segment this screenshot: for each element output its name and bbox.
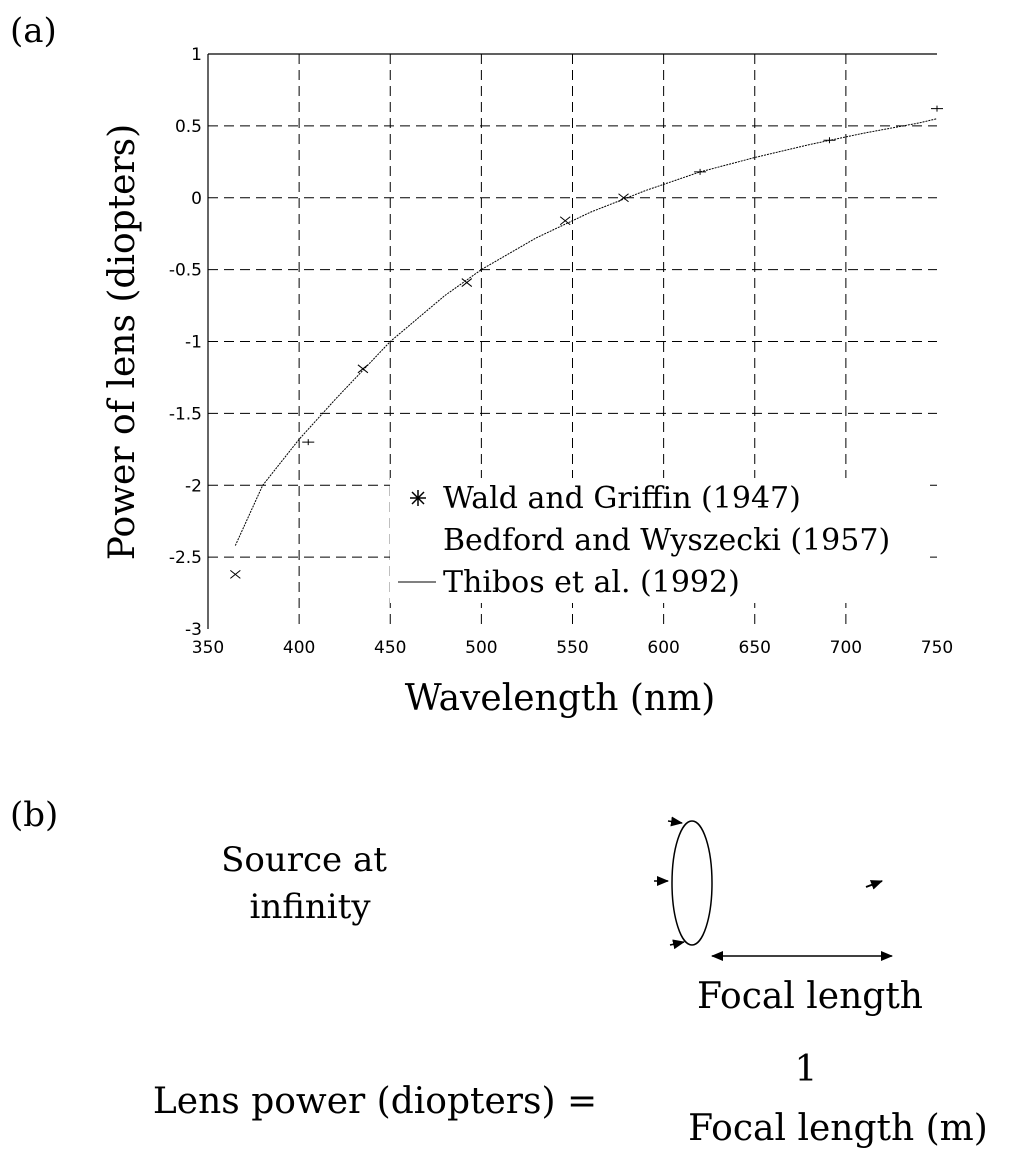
focal-length-diagram: Source at infinity Focal length Lens pow… [153, 816, 988, 1149]
x-tick-label: 400 [283, 638, 315, 658]
legend-star-marker [410, 490, 426, 506]
y-tick-label: -3 [185, 620, 202, 640]
equation-denominator: Focal length (m) [688, 1108, 988, 1149]
y-tick-label: 0 [191, 189, 202, 209]
incoming-ray-arrow-top [667, 816, 683, 827]
bedford-wyszecki-point [694, 168, 707, 175]
y-tick-label: -0.5 [169, 261, 202, 281]
x-axis-label: Wavelength (nm) [405, 678, 716, 719]
source-label-line1: Source at [221, 840, 387, 880]
x-tick-label: 750 [921, 638, 953, 658]
y-tick-label: -1 [185, 333, 202, 353]
x-tick-label: 600 [647, 638, 679, 658]
y-tick-label: -2 [185, 476, 202, 496]
wald-griffin-point [230, 569, 241, 579]
wald-griffin-point [357, 364, 369, 374]
bedford-wyszecki-point [823, 137, 836, 144]
legend-background [390, 478, 930, 603]
y-axis-label: Power of lens (diopters) [102, 124, 143, 560]
lens-power-chart: Wald and Griffin (1947) Bedford and Wysze… [102, 45, 953, 719]
legend-entry-1: Wald and Griffin (1947) [443, 481, 801, 516]
lens-ellipse [671, 820, 713, 946]
thibos-curve-group [234, 118, 938, 546]
chart-legend: Wald and Griffin (1947) Bedford and Wysze… [398, 481, 890, 600]
incoming-ray-arrow-bottom [669, 939, 685, 950]
x-tick-label: 450 [374, 638, 406, 658]
equation-numerator: 1 [795, 1049, 818, 1090]
chart-ticks: 350 400 450 500 550 600 650 700 750 -3 -2.5 -2 -1.5 -… [169, 45, 953, 658]
focal-point-arrow [865, 880, 883, 890]
bedford-wyszecki-point [931, 105, 943, 112]
x-tick-label: 700 [830, 638, 862, 658]
x-tick-label: 500 [465, 638, 497, 658]
wald-griffin-point [461, 278, 473, 287]
x-tick-label: 350 [192, 638, 224, 658]
focal-length-label: Focal length [697, 976, 923, 1017]
legend-entry-2: Bedford and Wyszecki (1957) [443, 523, 890, 558]
y-tick-label: 1 [191, 45, 202, 65]
wald-griffin-point [618, 193, 629, 203]
x-tick-label: 550 [556, 638, 588, 658]
equation-lhs: Lens power (diopters) = [153, 1081, 597, 1122]
source-label-line2: infinity [249, 887, 371, 927]
x-tick-label: 650 [739, 638, 771, 658]
bedford-wyszecki-point [302, 439, 315, 446]
legend-entry-3: Thibos et al. (1992) [443, 565, 740, 600]
chart-axes [207, 53, 937, 629]
panel-b-label: (b) [10, 795, 58, 835]
y-tick-label: 0.5 [175, 117, 202, 137]
data-markers [230, 105, 943, 579]
y-tick-label: -1.5 [169, 404, 202, 424]
thibos-curve [234, 118, 938, 546]
panel-a-label: (a) [10, 11, 57, 51]
chart-grid [208, 54, 937, 629]
y-tick-label: -2.5 [169, 548, 202, 568]
wald-griffin-point [559, 216, 571, 226]
